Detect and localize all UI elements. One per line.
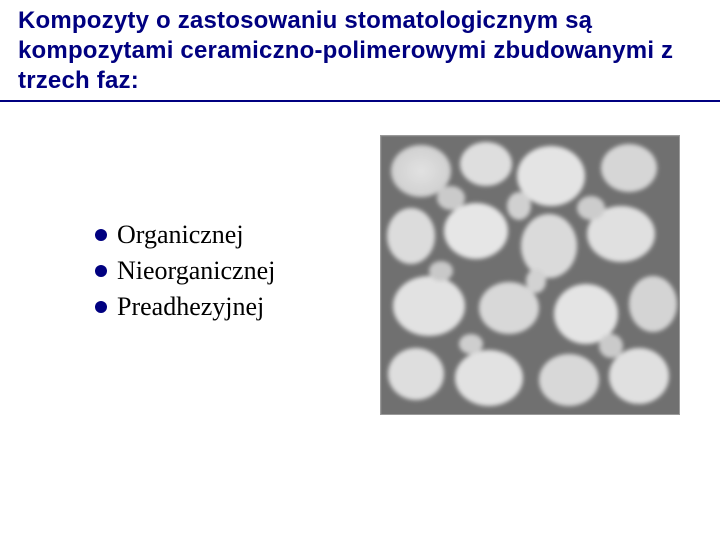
list-item: Preadhezyjnej: [95, 292, 275, 322]
slide-heading: Kompozyty o zastosowaniu stomatologiczny…: [0, 0, 720, 102]
list-item: Organicznej: [95, 220, 275, 250]
micrograph-image: [380, 135, 680, 415]
bullet-icon: [95, 229, 107, 241]
bullet-label: Nieorganicznej: [117, 256, 275, 286]
bullet-icon: [95, 301, 107, 313]
bullet-list: Organicznej Nieorganicznej Preadhezyjnej: [95, 220, 275, 328]
bullet-icon: [95, 265, 107, 277]
list-item: Nieorganicznej: [95, 256, 275, 286]
bullet-label: Preadhezyjnej: [117, 292, 264, 322]
bullet-label: Organicznej: [117, 220, 244, 250]
